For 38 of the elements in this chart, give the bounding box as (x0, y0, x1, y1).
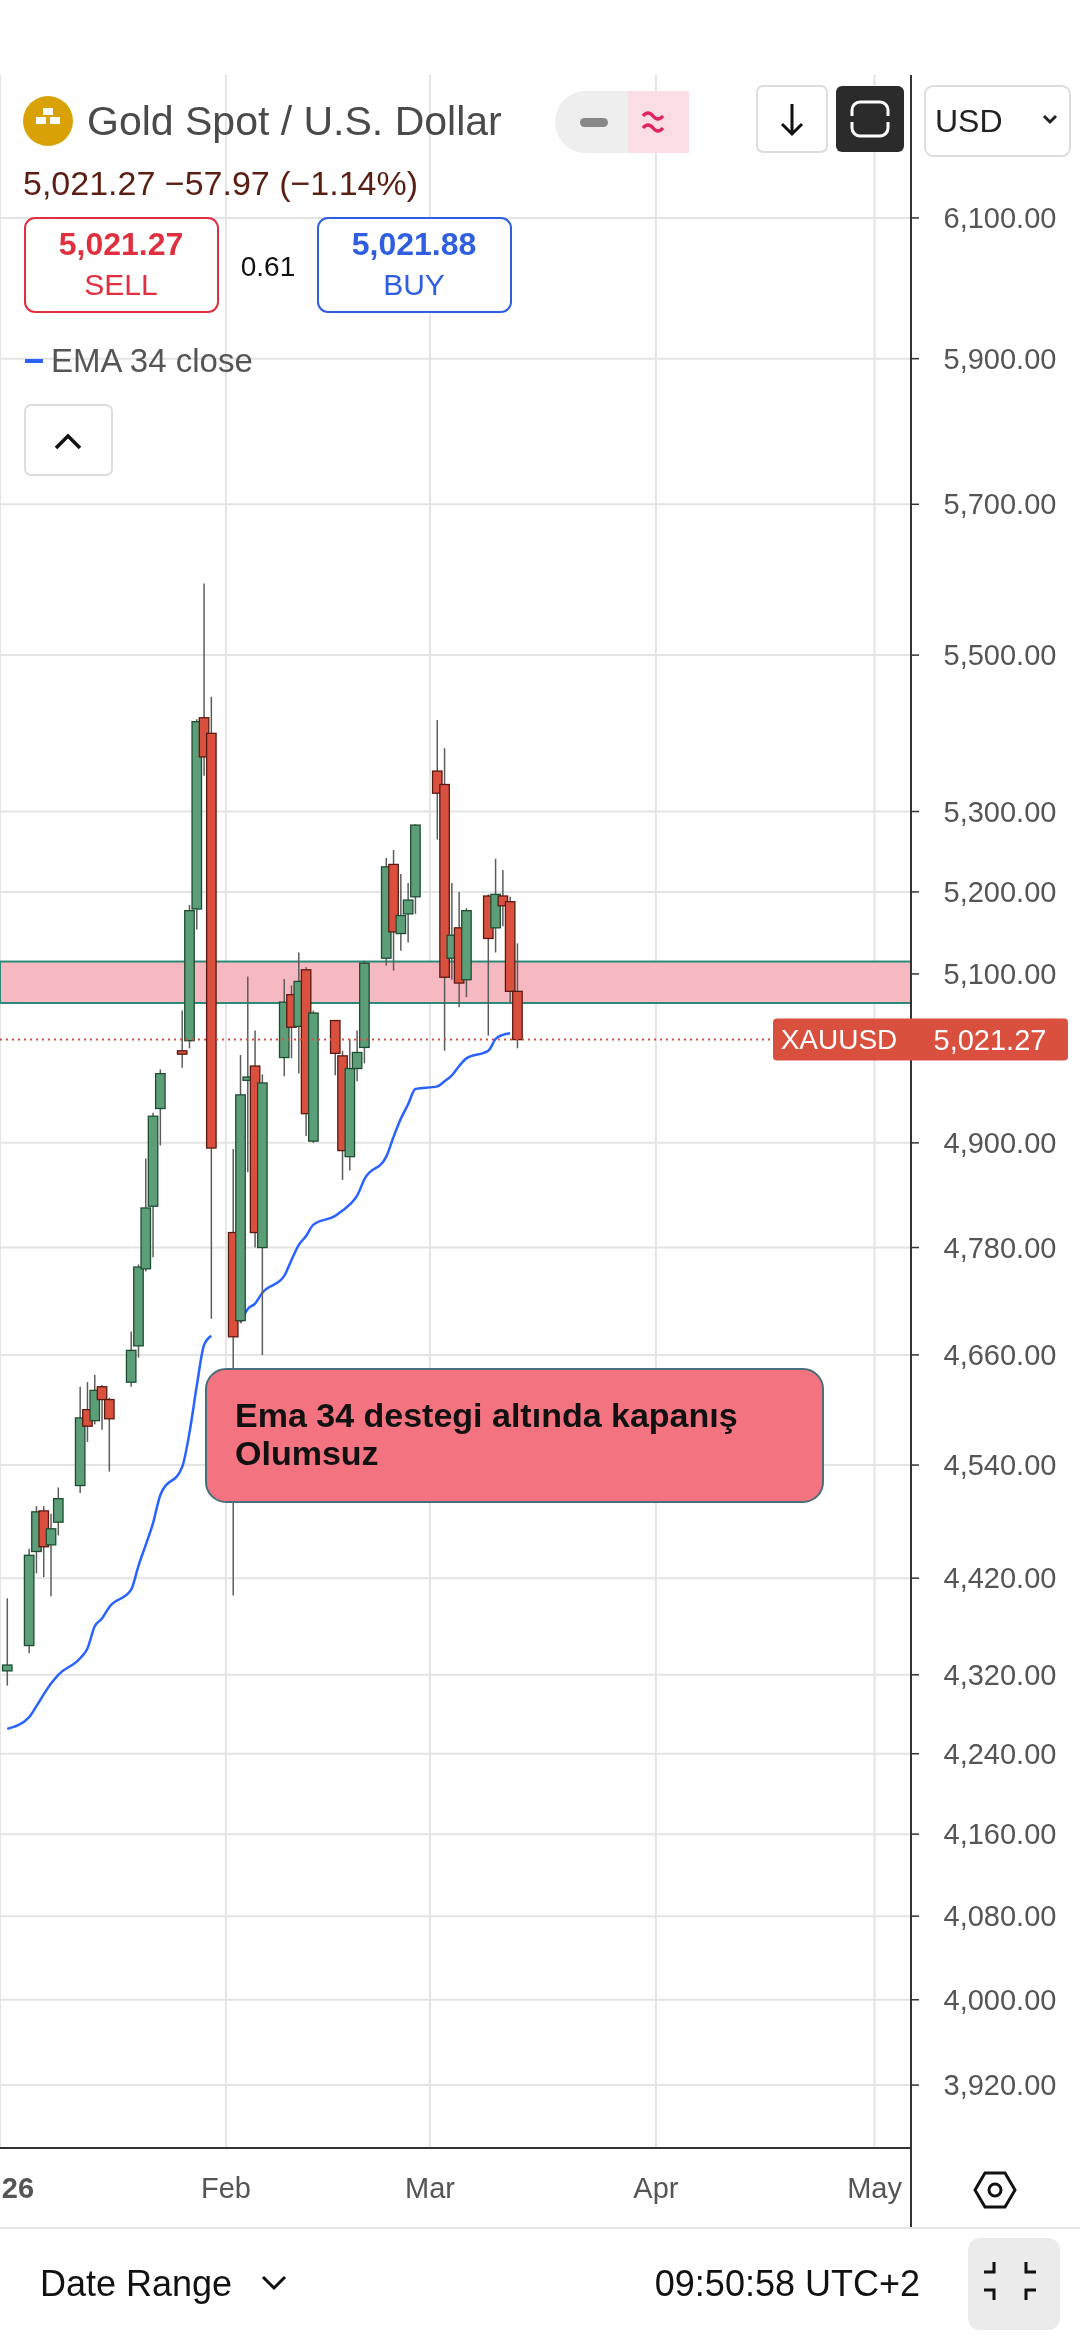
y-tick-label: 5,300.00 (943, 795, 1057, 828)
y-tick-label: 4,000.00 (943, 1983, 1057, 2016)
y-tick-label: 4,780.00 (943, 1231, 1057, 1264)
y-tick-label: 5,200.00 (943, 876, 1057, 909)
y-tick-label: 4,660.00 (943, 1339, 1057, 1372)
y-tick-label: 4,160.00 (943, 1818, 1057, 1851)
annotation: 5,021.88 (351, 226, 477, 262)
candlestick (1, 1597, 13, 1687)
annotation: SELL (84, 268, 158, 301)
annotation: Ema 34 destegi altında kapanış Olumsuz (235, 1396, 738, 1472)
annotation: 5,021.27 (58, 226, 184, 262)
annotation: 0.61 (240, 251, 296, 282)
currency-dropdown: USD (924, 85, 1071, 157)
x-tick-label: Apr (633, 2172, 679, 2204)
ref-line-label: XAUUSD (780, 1024, 898, 1056)
annotation: BUY (383, 268, 445, 301)
text: Gold Spot / U.S. Dollar (87, 98, 502, 144)
legend-label: EMA 34 close (51, 342, 253, 379)
y-tick-label: 3,920.00 (943, 2069, 1057, 2102)
x-tick-label: May (847, 2172, 903, 2204)
y-tick-label: 5,500.00 (943, 639, 1057, 672)
y-tick-label: 5,700.00 (943, 488, 1057, 521)
text: 09:50:58 UTC+2 (654, 2263, 920, 2304)
x-tick-label: Mar (405, 2172, 456, 2204)
y-tick-label: 4,900.00 (943, 1127, 1057, 1159)
text: Date Range (40, 2263, 233, 2304)
x-tick-label: 26 (1, 2172, 35, 2204)
text: 5,021.27 −57.97 (−1.14%) (23, 164, 419, 202)
x-tick-label: Feb (200, 2172, 251, 2204)
y-tick-label: 4,420.00 (943, 1562, 1057, 1595)
y-tick-label: 4,240.00 (943, 1737, 1057, 1770)
y-tick-label: 4,080.00 (943, 1900, 1057, 1933)
y-tick-label: 4,320.00 (943, 1658, 1057, 1691)
y-tick-label: 5,900.00 (943, 342, 1057, 375)
y-tick-label: 6,100.00 (943, 202, 1057, 235)
y-tick-label: 4,540.00 (943, 1449, 1057, 1482)
text: 5,021.27 (933, 1023, 1047, 1056)
y-tick-label: 5,100.00 (943, 958, 1057, 991)
